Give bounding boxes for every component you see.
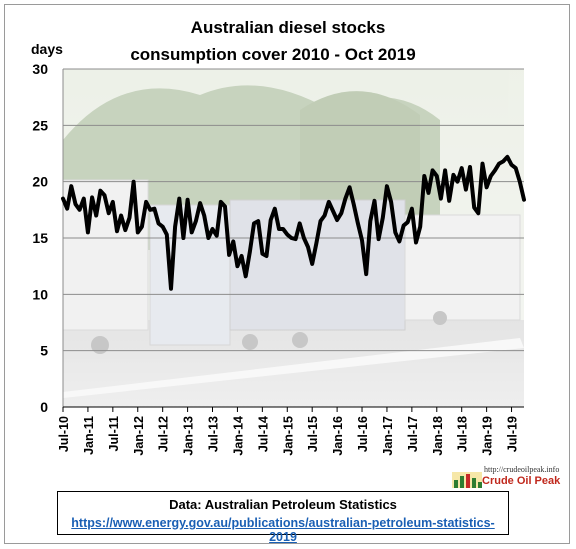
- x-tick-label: Jan-14: [231, 416, 245, 456]
- crude-oil-peak-logo-icon: [452, 472, 482, 488]
- source-text: Data: Australian Petroleum Statistics: [169, 497, 397, 512]
- chart-title-line-1: Australian diesel stocks: [191, 18, 386, 37]
- x-tick-label: Jul-15: [306, 416, 320, 452]
- source-link[interactable]: https://www.energy.gov.au/publications/a…: [71, 516, 495, 544]
- x-axis-ticks: Jul-10 Jan-11 Jul-11 Jan-12 Jul-12 Jan-13 Jul-…: [57, 407, 520, 456]
- x-tick-label: Jul-16: [356, 416, 370, 452]
- x-tick-label: Jan-18: [431, 416, 445, 456]
- y-tick-label: 30: [32, 61, 48, 77]
- x-tick-label: Jan-15: [281, 416, 295, 456]
- x-tick-label: Jul-11: [107, 416, 121, 451]
- y-tick-label: 5: [40, 343, 48, 359]
- x-tick-label: Jul-19: [506, 416, 520, 452]
- x-tick-label: Jan-11: [82, 416, 96, 455]
- y-tick-label: 15: [32, 230, 48, 246]
- x-tick-label: Jan-12: [132, 416, 146, 456]
- x-tick-label: Jan-17: [381, 416, 395, 456]
- y-tick-label: 10: [32, 286, 48, 302]
- y-axis-ticks: 0 5 10 15 20 25 30: [32, 61, 48, 415]
- chart-title-line-2: consumption cover 2010 - Oct 2019: [130, 45, 415, 64]
- x-tick-label: Jan-13: [182, 416, 196, 456]
- x-tick-label: Jul-18: [456, 416, 470, 452]
- x-tick-label: Jul-13: [207, 416, 221, 452]
- y-tick-label: 25: [32, 117, 48, 133]
- x-tick-label: Jul-14: [256, 416, 270, 452]
- logo-name-text: Crude Oil Peak: [482, 475, 561, 487]
- series-line-diesel-cover: [61, 154, 526, 291]
- x-tick-label: Jul-17: [406, 416, 420, 452]
- logo-url-text: http://crudeoilpeak.info: [484, 465, 560, 474]
- logo: [452, 466, 567, 488]
- y-tick-label: 0: [40, 399, 48, 415]
- x-tick-label: Jul-10: [57, 416, 71, 452]
- x-tick-label: Jan-19: [481, 416, 495, 456]
- y-tick-label: 20: [32, 174, 48, 190]
- x-tick-label: Jul-12: [157, 416, 171, 452]
- y-axis-unit-label: days: [31, 41, 63, 57]
- x-tick-label: Jan-16: [331, 416, 345, 456]
- source-box: Data: Australian Petroleum Statistics ht…: [57, 491, 509, 544]
